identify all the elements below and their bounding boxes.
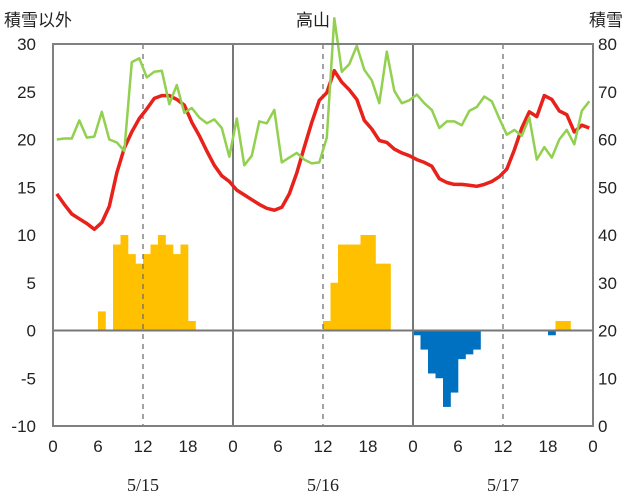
precip-bar-0-11	[180, 244, 189, 331]
precip-bar-0-34	[353, 244, 361, 331]
date-label-0: 5/15	[127, 475, 159, 495]
precip-bar-0-6	[143, 254, 151, 331]
x-tick-label-11: 18	[539, 437, 558, 456]
x-tick-label-9: 6	[453, 437, 462, 456]
date-label-2: 5/17	[487, 475, 519, 495]
chart-title: 高山	[296, 11, 330, 31]
x-tick-label-5: 6	[273, 437, 282, 456]
right-tick-label-4: 40	[598, 226, 617, 245]
x-tick-label-7: 18	[359, 437, 378, 456]
negative-bar-1-3	[435, 330, 444, 379]
right-tick-label-2: 60	[598, 131, 617, 150]
temperature-line	[55, 68, 590, 232]
precip-bar-0-4	[128, 254, 136, 331]
precip-bar-0-61	[555, 320, 564, 331]
x-tick-label-3: 18	[179, 437, 198, 456]
precip-bar-0-7	[150, 244, 159, 331]
negative-bar-1-6	[458, 330, 466, 360]
left-tick-label-5: 5	[27, 274, 36, 293]
left-tick-label-6: 0	[27, 322, 36, 341]
right-tick-label-0: 80	[598, 35, 617, 54]
left-axis-label: 積雪以外	[4, 11, 72, 31]
right-tick-label-6: 20	[598, 322, 617, 341]
left-tick-label-4: 10	[17, 226, 36, 245]
x-tick-label-8: 0	[408, 437, 417, 456]
x-tick-label-12: 0	[588, 437, 597, 456]
precip-bar-0-3	[120, 235, 129, 331]
right-tick-label-8: 0	[598, 417, 607, 436]
x-tick-label-0: 0	[48, 437, 57, 456]
left-tick-label-2: 20	[17, 131, 36, 150]
right-tick-label-5: 30	[598, 274, 617, 293]
right-tick-label-3: 50	[598, 178, 617, 197]
precip-bar-0-35	[360, 235, 369, 331]
x-tick-label-6: 12	[314, 437, 333, 456]
plot-frame	[52, 43, 594, 427]
left-tick-label-3: 15	[17, 178, 36, 197]
negative-bar-1-7	[465, 330, 474, 355]
right-axis-label: 積雪	[589, 11, 623, 31]
left-tick-label-8: -10	[11, 417, 36, 436]
green-series-line	[56, 16, 591, 167]
negative-bar-1-0	[413, 330, 421, 336]
precip-bar-0-62	[563, 320, 571, 331]
precip-bar-0-8	[158, 235, 166, 331]
negative-bar-1-5	[450, 330, 459, 393]
negative-bar-1-8	[473, 330, 481, 350]
precip-bar-0-5	[135, 263, 144, 331]
precip-bar-0-0	[98, 311, 106, 331]
precip-bar-0-36	[368, 235, 376, 331]
x-tick-label-1: 6	[93, 437, 102, 456]
precip-bar-0-38	[383, 263, 391, 331]
precip-bar-0-10	[173, 254, 181, 331]
precip-bar-0-30	[323, 320, 331, 331]
right-tick-label-1: 70	[598, 83, 617, 102]
precip-bar-0-12	[188, 320, 196, 331]
x-tick-label-4: 0	[228, 437, 237, 456]
date-label-1: 5/16	[307, 475, 339, 495]
x-tick-label-10: 12	[494, 437, 513, 456]
negative-bar-1-4	[443, 330, 451, 407]
precip-bar-0-33	[345, 244, 354, 331]
negative-bar-1-2	[428, 330, 436, 374]
left-tick-label-7: -5	[21, 369, 36, 388]
negative-bar-1-1	[420, 330, 429, 350]
left-tick-label-1: 25	[17, 83, 36, 102]
precip-bar-0-32	[338, 244, 346, 331]
precip-bar-0-31	[330, 282, 339, 331]
x-tick-label-2: 12	[134, 437, 153, 456]
precip-bar-0-37	[375, 263, 384, 331]
left-tick-label-0: 30	[17, 35, 36, 54]
precip-bar-0-9	[165, 244, 174, 331]
right-tick-label-7: 10	[598, 369, 617, 388]
negative-bar-1-18	[548, 330, 556, 336]
precip-bar-0-2	[113, 244, 121, 331]
